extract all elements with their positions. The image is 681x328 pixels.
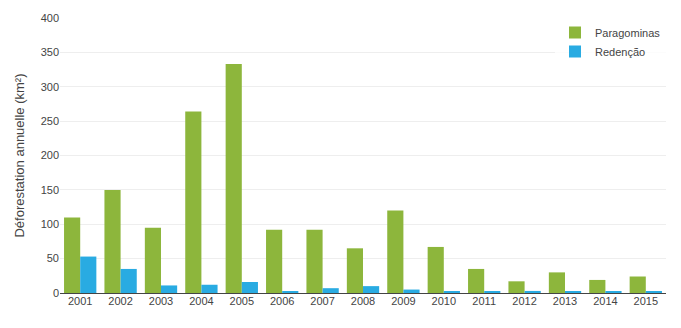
svg-text:2003: 2003 — [149, 295, 173, 307]
svg-text:100: 100 — [41, 218, 59, 230]
svg-text:2002: 2002 — [108, 295, 132, 307]
svg-text:50: 50 — [47, 252, 59, 264]
svg-text:Redenção: Redenção — [595, 46, 645, 58]
svg-text:200: 200 — [41, 149, 59, 161]
svg-text:2008: 2008 — [351, 295, 375, 307]
svg-text:Paragominas: Paragominas — [595, 27, 660, 39]
svg-text:2004: 2004 — [189, 295, 213, 307]
svg-text:0: 0 — [53, 287, 59, 299]
svg-text:2006: 2006 — [270, 295, 294, 307]
svg-text:2009: 2009 — [391, 295, 415, 307]
svg-text:150: 150 — [41, 184, 59, 196]
svg-text:2005: 2005 — [230, 295, 254, 307]
svg-text:350: 350 — [41, 46, 59, 58]
svg-text:2014: 2014 — [593, 295, 617, 307]
svg-text:2015: 2015 — [634, 295, 658, 307]
svg-text:2001: 2001 — [68, 295, 92, 307]
svg-text:2010: 2010 — [432, 295, 456, 307]
svg-text:250: 250 — [41, 115, 59, 127]
svg-text:Déforestation annuelle (km²): Déforestation annuelle (km²) — [12, 73, 27, 237]
svg-text:2013: 2013 — [553, 295, 577, 307]
svg-text:2011: 2011 — [472, 295, 496, 307]
svg-text:300: 300 — [41, 81, 59, 93]
svg-text:2012: 2012 — [512, 295, 536, 307]
svg-text:400: 400 — [41, 12, 59, 24]
svg-text:2007: 2007 — [310, 295, 334, 307]
